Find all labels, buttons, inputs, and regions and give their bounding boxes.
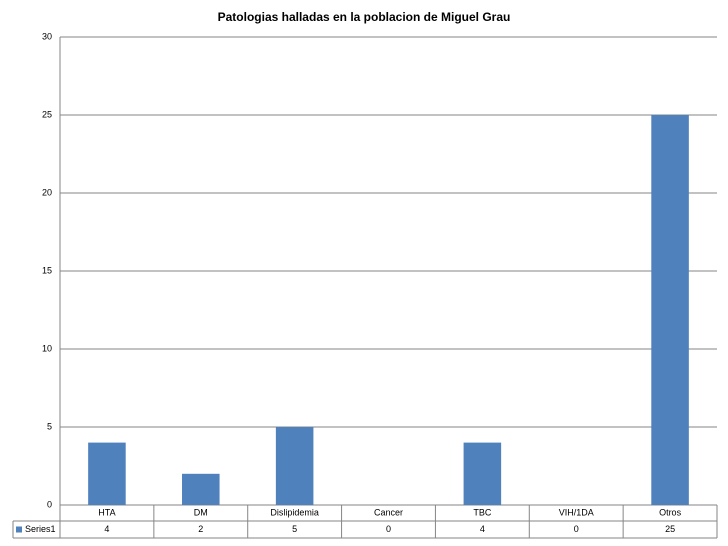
x-tick-label: Otros [659, 507, 682, 517]
x-tick-label: DM [194, 507, 208, 517]
y-tick-label: 20 [42, 187, 52, 197]
y-tick-label: 10 [42, 343, 52, 353]
table-value: 4 [480, 524, 485, 534]
bar [275, 427, 314, 505]
table-value: 5 [292, 524, 297, 534]
legend-key [16, 526, 22, 533]
table-value: 25 [665, 524, 675, 534]
x-tick-label: VIH/1DA [559, 507, 594, 517]
chart-title: Patologias halladas en la poblacion de M… [218, 10, 511, 24]
legend-label: Series1 [25, 524, 56, 534]
x-tick-label: TBC [473, 507, 492, 517]
bar [88, 442, 126, 505]
x-tick-label: Dislipidemia [270, 507, 319, 517]
y-tick-label: 5 [47, 421, 52, 431]
table-value: 2 [198, 524, 203, 534]
bar [651, 115, 689, 505]
bar [182, 473, 220, 505]
x-tick-label: Cancer [374, 507, 403, 517]
y-tick-label: 25 [42, 109, 52, 119]
table-value: 0 [574, 524, 579, 534]
y-tick-label: 15 [42, 265, 52, 275]
y-tick-label: 30 [42, 31, 52, 41]
x-tick-label: HTA [98, 507, 115, 517]
bar [463, 442, 502, 505]
table-value: 0 [386, 524, 391, 534]
table-value: 4 [104, 524, 109, 534]
y-tick-label: 0 [47, 499, 52, 509]
